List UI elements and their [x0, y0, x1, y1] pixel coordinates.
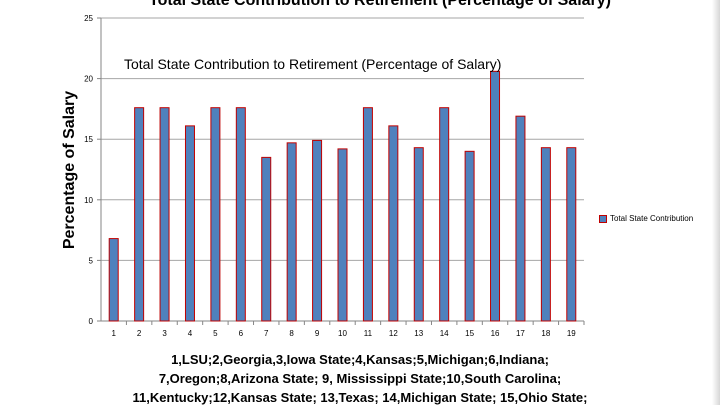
x-tick-label: 19	[567, 329, 576, 338]
bar	[312, 139, 323, 322]
bar	[235, 107, 246, 322]
bar	[210, 107, 221, 322]
x-tick-label: 18	[541, 329, 550, 338]
x-tick-label: 12	[389, 329, 398, 338]
x-tick-labels: 1 2 3 4 5 6 7 8 9 10 11 12 13 14 15 16 17 18 19	[111, 321, 585, 338]
bar	[566, 147, 577, 322]
x-tick-label: 5	[213, 329, 218, 338]
x-tick-label: 15	[465, 329, 474, 338]
y-tick-label: 25	[84, 14, 93, 23]
bar	[388, 125, 399, 322]
y-tick-label: 20	[84, 75, 93, 84]
caption-line: 1,LSU;2,Georgia,3,Iowa State;4,Kansas;5,…	[171, 352, 549, 367]
y-tick-label: 5	[89, 256, 94, 265]
y-axis-label: Percentage of Salary	[61, 90, 78, 250]
bar	[184, 125, 195, 322]
chart-title: Total State Contribution to Retirement (…	[124, 56, 501, 72]
legend-swatch	[599, 214, 607, 223]
x-tick-label: 11	[364, 329, 373, 338]
bar	[464, 150, 475, 322]
x-tick-label: 3	[162, 329, 167, 338]
x-tick-label: 13	[414, 329, 423, 338]
page-title: Total State Contribution to Retirement (…	[149, 0, 611, 9]
x-tick-label: 7	[264, 329, 269, 338]
bars	[108, 70, 577, 322]
x-tick-label: 2	[137, 329, 142, 338]
x-tick-label: 1	[111, 329, 116, 338]
x-tick-label: 17	[516, 329, 525, 338]
y-tick-label: 10	[84, 196, 93, 205]
legend-label: Total State Contribution	[610, 214, 694, 223]
window-edge	[712, 0, 720, 405]
y-tick-label: 0	[89, 317, 94, 326]
caption-line: 11,Kentucky;12,Kansas State; 13,Texas; 1…	[132, 390, 588, 405]
x-tick-label: 14	[440, 329, 449, 338]
x-tick-label: 10	[338, 329, 347, 338]
x-tick-label: 8	[289, 329, 294, 338]
y-tick-label: 15	[84, 135, 93, 144]
caption-line: 7,Oregon;8,Arizona State; 9, Mississippi…	[158, 371, 562, 386]
bar	[362, 107, 373, 322]
legend: Total State Contribution	[599, 214, 693, 223]
bar	[540, 147, 551, 322]
bar	[286, 142, 297, 322]
bar	[515, 115, 526, 322]
bar	[439, 107, 450, 322]
y-tick-labels: 0 5 10 15 20 25	[84, 14, 101, 326]
bar	[337, 148, 348, 322]
x-tick-label: 4	[188, 329, 193, 338]
bar	[490, 70, 501, 322]
bar	[261, 156, 272, 322]
bar	[413, 147, 424, 322]
bar	[134, 107, 145, 322]
bar	[108, 238, 119, 322]
x-tick-label: 9	[315, 329, 320, 338]
bar	[159, 107, 170, 322]
chart-caption: 1,LSU;2,Georgia,3,Iowa State;4,Kansas;5,…	[0, 350, 720, 407]
x-tick-label: 6	[239, 329, 244, 338]
x-tick-label: 16	[491, 329, 500, 338]
